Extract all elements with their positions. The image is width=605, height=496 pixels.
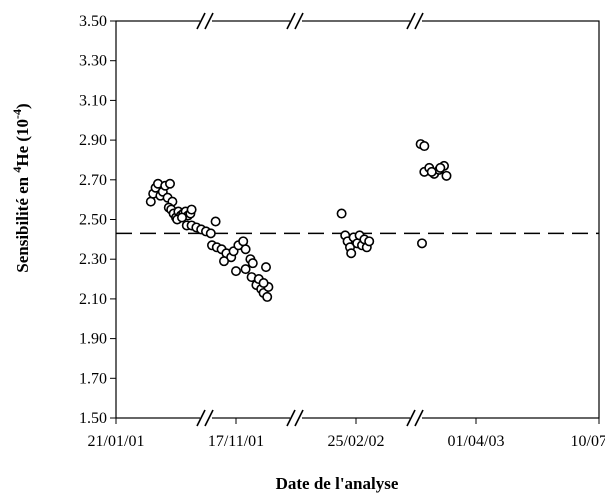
x-tick-label: 25/02/02 [328,433,385,450]
x-tick-label: 10/07/03 [571,433,605,450]
data-point [231,266,242,277]
y-axis-title: Sensibilité en 4He (10-4) [10,103,32,272]
x-tick-label: 17/11/01 [208,433,264,450]
axis-breaks [196,12,424,427]
y-axis-title-prefix: Sensibilité en [13,173,32,273]
y-axis-title-isotope: 4 [10,167,24,173]
data-point [262,291,273,302]
data-point [247,258,258,269]
y-axis-title-suffix: ) [13,103,32,109]
data-point [260,262,271,273]
axis-break-mark [286,12,304,30]
x-tick-label: 21/01/01 [88,433,145,450]
data-point [145,196,156,207]
data-point [419,141,430,152]
data-point [364,236,375,247]
data-point [435,162,446,173]
y-tick-label: 1.50 [79,410,107,427]
y-tick-label: 3.10 [79,92,107,109]
y-tick-label: 2.90 [79,132,107,149]
x-tick-label: 01/04/03 [448,433,505,450]
data-point [219,256,230,267]
data-point [416,238,427,249]
axis-break-mark [196,12,214,30]
axis-break-mark [406,409,424,427]
y-tick-label: 2.50 [79,212,107,229]
y-tick-label: 3.30 [79,53,107,70]
data-point [336,208,347,219]
data-point [426,166,437,177]
y-axis-title-exponent: -4 [10,109,24,119]
data-point [240,264,251,275]
data-point [346,248,357,259]
data-point [258,278,269,289]
y-axis-title-element: He (10 [13,119,32,167]
x-axis-title: Date de l'analyse [276,474,399,493]
data-points [145,139,452,302]
data-point [186,204,197,215]
axis-break-mark [196,409,214,427]
data-point [210,216,221,227]
y-axis-ticks: 1.50 1.70 1.90 2.10 2.30 2.50 2.70 2.90 3.10 3.30… [79,13,116,427]
data-point [238,236,249,247]
x-axis-ticks: 21/01/01 17/11/01 25/02/02 01/04/03 10/07/03 [88,418,605,450]
data-point [441,170,452,181]
y-tick-label: 2.10 [79,291,107,308]
y-tick-label: 3.50 [79,13,107,30]
y-tick-label: 1.90 [79,331,107,348]
data-point [177,212,188,223]
y-tick-label: 2.70 [79,172,107,189]
data-point [240,244,251,255]
data-point [165,178,176,189]
data-point [205,228,216,239]
axis-break-mark [286,409,304,427]
y-tick-label: 1.70 [79,370,107,387]
axis-break-mark [406,12,424,30]
y-tick-label: 2.30 [79,251,107,268]
